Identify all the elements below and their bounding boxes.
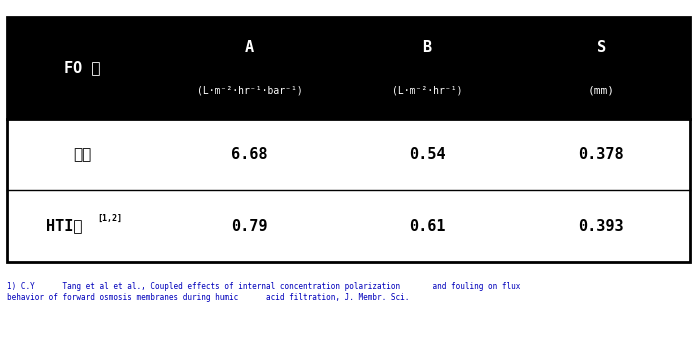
Text: A: A [245, 40, 254, 55]
Text: [1,2]: [1,2] [98, 214, 123, 223]
Text: (L·m⁻²·hr⁻¹): (L·m⁻²·hr⁻¹) [392, 85, 462, 96]
Text: 0.61: 0.61 [409, 219, 445, 234]
Text: FO 막: FO 막 [64, 61, 100, 75]
Text: 0.378: 0.378 [579, 147, 624, 162]
Text: 0.393: 0.393 [579, 219, 624, 234]
Text: S: S [597, 40, 606, 55]
Text: 0.79: 0.79 [231, 219, 268, 234]
Text: (L·m⁻²·hr⁻¹·bar⁻¹): (L·m⁻²·hr⁻¹·bar⁻¹) [197, 85, 302, 96]
Text: 6.68: 6.68 [231, 147, 268, 162]
Text: 1) C.Y      Tang et al et al., Coupled effects of internal concentration polariz: 1) C.Y Tang et al et al., Coupled effect… [7, 282, 521, 302]
Text: (mm): (mm) [588, 85, 615, 96]
Text: HTI사: HTI사 [47, 219, 83, 234]
Text: 0.54: 0.54 [409, 147, 445, 162]
Text: B: B [422, 40, 431, 55]
Text: 당사: 당사 [73, 147, 91, 162]
